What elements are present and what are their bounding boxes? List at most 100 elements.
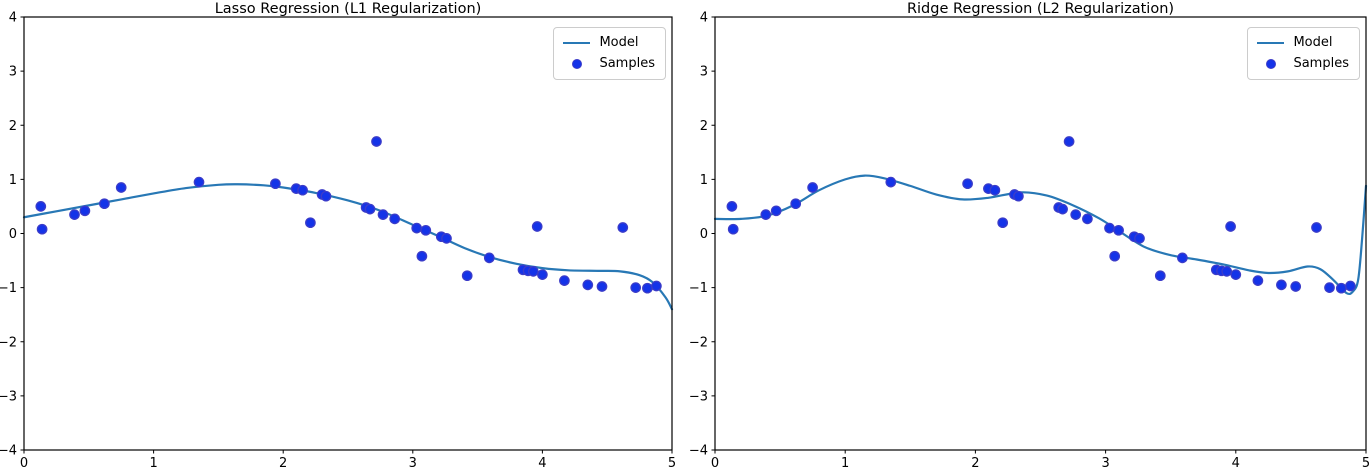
samples-dot-swatch: [563, 59, 590, 69]
y-tick-label: 0: [700, 227, 708, 242]
x-tick-label: 2: [279, 456, 287, 471]
sample-point: [483, 252, 495, 264]
x-tick-label: 3: [409, 456, 417, 471]
sample-point: [559, 275, 570, 286]
y-tick-label: 3: [9, 65, 17, 80]
sample-point: [962, 178, 973, 190]
sample-point: [1013, 190, 1024, 202]
sample-point: [1104, 222, 1115, 234]
y-tick-label: −4: [689, 444, 708, 459]
sample-marker-icon: [571, 59, 582, 69]
x-tick-label: 2: [971, 456, 979, 471]
sample-points: [35, 136, 662, 294]
sample-point: [727, 223, 739, 235]
x-tick-label: 5: [668, 456, 676, 471]
sample-point: [617, 222, 629, 233]
y-tick-label: −2: [689, 335, 708, 350]
sample-point: [297, 184, 308, 196]
sample-point: [1063, 136, 1075, 147]
sample-point: [35, 201, 47, 212]
x-tick-label: 4: [1232, 456, 1240, 471]
model-curve: [22, 183, 674, 311]
sample-point: [1154, 270, 1166, 282]
legend-label-model: Model: [1293, 35, 1333, 50]
sample-point: [1082, 213, 1093, 225]
sample-point: [885, 176, 897, 188]
x-tick-label: 1: [149, 456, 157, 471]
y-tick-label: 1: [9, 173, 17, 188]
ridge-subplot: Ridge Regression (L2 Regularization) 0 1 2…: [686, 0, 1372, 473]
sample-point: [420, 224, 432, 236]
sample-point: [989, 184, 1001, 196]
x-tick-label: 0: [711, 456, 719, 471]
y-tick-label: −1: [689, 281, 708, 296]
x-tick-label: 5: [1362, 456, 1370, 471]
y-tick-label: 2: [9, 119, 17, 134]
sample-point: [1070, 209, 1082, 220]
x-tick-label: 1: [841, 456, 849, 471]
legend-label-model: Model: [599, 35, 639, 50]
model-curve: [713, 174, 1368, 296]
sample-point: [807, 182, 818, 193]
sample-point: [1109, 250, 1121, 262]
sample-point: [389, 213, 401, 225]
legend-item-samples: Samples: [1257, 56, 1349, 72]
legend-item-samples: Samples: [563, 56, 655, 72]
y-tick-label: −4: [0, 444, 17, 459]
sample-point: [1276, 279, 1287, 291]
samples-dot-swatch: [1257, 59, 1284, 69]
sample-point: [1324, 282, 1335, 293]
y-tick-label: 4: [700, 11, 708, 26]
sample-point: [1177, 252, 1188, 264]
model-line-swatch: [1257, 42, 1285, 44]
sample-point: [1230, 269, 1242, 280]
sample-point: [1134, 233, 1145, 244]
sample-point: [79, 205, 91, 217]
legend-label-samples: Samples: [1293, 56, 1349, 71]
sample-point: [441, 233, 452, 244]
sample-point: [537, 269, 548, 280]
y-tick-label: 1: [700, 173, 708, 188]
sample-point: [115, 182, 127, 193]
sample-point: [1225, 221, 1236, 232]
sample-point: [527, 266, 539, 277]
sample-marker-icon: [1265, 59, 1276, 69]
sample-point: [642, 282, 653, 294]
x-tick-label: 4: [538, 456, 546, 471]
legend-item-model: Model: [1257, 35, 1349, 51]
plot-spines: [714, 16, 1367, 451]
sample-point: [305, 217, 316, 229]
sample-point: [997, 217, 1009, 229]
ridge-legend: Model Samples: [1247, 27, 1360, 80]
sample-point: [1113, 224, 1124, 236]
y-tick-label: 2: [700, 119, 708, 134]
lasso-subplot: Lasso Regression (L1 Regularization) 0 1 2…: [0, 1, 676, 472]
sample-point: [726, 201, 738, 212]
sample-point: [270, 178, 281, 190]
plot-spines: [23, 16, 673, 451]
sample-point: [630, 282, 642, 293]
ridge-plot-area: 0 1 2 3 4 5 4 3 2 1 0 −1 −2 −3 −4: [689, 11, 1370, 472]
lasso-legend: Model Samples: [553, 27, 666, 80]
sample-point: [531, 221, 543, 232]
sample-point: [582, 279, 594, 291]
y-tick-label: −3: [0, 389, 17, 404]
sample-point: [1221, 266, 1233, 277]
sample-point: [651, 280, 662, 292]
sample-point: [1311, 222, 1322, 233]
sample-point: [760, 209, 772, 220]
sample-points: [726, 136, 1356, 294]
sample-point: [364, 203, 376, 215]
sample-point: [69, 209, 80, 220]
axis-ticks: 0 1 2 3 4 5 4 3 2 1 0 −1 −2 −3 −4: [0, 11, 676, 472]
lasso-plot-area: 0 1 2 3 4 5 4 3 2 1 0 −1 −2 −3 −4: [0, 11, 676, 472]
sample-point: [1335, 282, 1347, 294]
sample-point: [1252, 275, 1264, 286]
sample-point: [371, 136, 382, 147]
legend-label-samples: Samples: [599, 56, 655, 71]
sample-point: [770, 205, 782, 217]
y-tick-label: −1: [0, 281, 17, 296]
x-tick-label: 3: [1101, 456, 1109, 471]
y-tick-label: 0: [9, 227, 17, 242]
